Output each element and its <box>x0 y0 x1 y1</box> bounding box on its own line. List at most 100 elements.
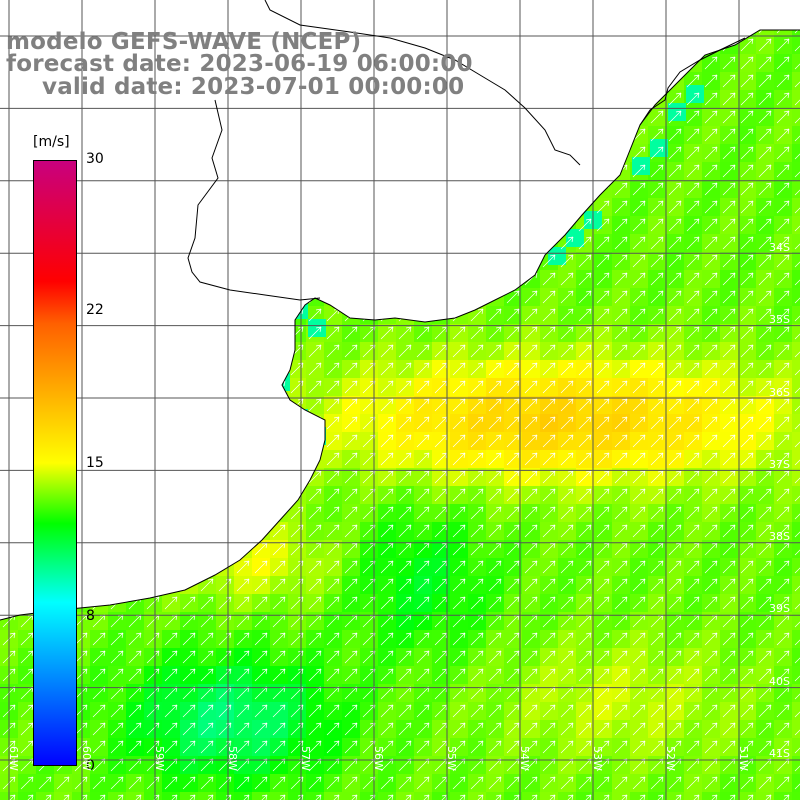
wind-arrow <box>200 722 214 736</box>
wind-arrow <box>470 704 484 718</box>
wind-arrow <box>686 578 700 592</box>
wind-arrow <box>614 182 628 196</box>
wind-arrow <box>164 650 178 664</box>
wind-arrow <box>578 236 592 250</box>
wind-arrow <box>794 261 800 268</box>
wind-arrow <box>596 272 610 286</box>
wind-arrow <box>614 434 628 448</box>
wind-arrow <box>524 488 538 502</box>
colorbar-tick-8: 8 <box>86 608 95 624</box>
wind-arrow <box>578 488 592 502</box>
wind-arrow <box>164 632 178 646</box>
wind-arrow <box>279 794 286 800</box>
wind-arrow <box>776 470 790 484</box>
wind-arrow <box>776 182 790 196</box>
wind-arrow <box>794 657 800 664</box>
wind-arrow <box>668 308 682 322</box>
wind-arrow <box>542 704 556 718</box>
wind-arrow <box>704 308 718 322</box>
wind-arrow <box>344 704 358 718</box>
wind-arrow <box>344 344 358 358</box>
lat-label-37s: 37S <box>769 458 790 471</box>
wind-arrow <box>740 452 754 466</box>
wind-arrow <box>20 722 34 736</box>
wind-arrow <box>603 794 610 800</box>
wind-arrow <box>344 578 358 592</box>
wind-arrow <box>254 560 268 574</box>
wind-arrow <box>740 128 754 142</box>
wind-arrow <box>578 254 592 268</box>
wind-arrow <box>686 434 700 448</box>
wind-arrow <box>722 740 736 754</box>
wind-arrow <box>326 488 340 502</box>
wind-arrow <box>686 632 700 646</box>
field-cell <box>162 792 180 800</box>
wind-arrow <box>117 794 124 800</box>
wind-arrow <box>776 290 790 304</box>
wind-arrow <box>722 452 736 466</box>
lon-label-53w: 53W <box>591 746 604 771</box>
wind-arrow <box>704 398 718 412</box>
wind-arrow <box>344 434 358 448</box>
wind-arrow <box>776 776 790 790</box>
wind-arrow <box>542 560 556 574</box>
wind-arrow <box>524 290 538 304</box>
wind-arrow <box>110 722 124 736</box>
wind-arrow <box>380 650 394 664</box>
wind-arrow <box>128 776 142 790</box>
wind-arrow <box>326 524 340 538</box>
wind-arrow <box>794 63 800 70</box>
wind-arrow <box>567 794 574 800</box>
wind-arrow <box>452 362 466 376</box>
wind-arrow <box>470 740 484 754</box>
wind-arrow <box>776 56 790 70</box>
wind-arrow <box>110 650 124 664</box>
wind-arrow <box>596 506 610 520</box>
field-cell <box>792 162 800 180</box>
wind-arrow <box>747 794 754 800</box>
wind-arrow <box>254 668 268 682</box>
wind-arrow <box>416 740 430 754</box>
wind-arrow <box>380 488 394 502</box>
wind-arrow <box>56 776 70 790</box>
wind-arrow <box>452 722 466 736</box>
wind-arrow <box>686 650 700 664</box>
lat-label-38s: 38S <box>769 530 790 543</box>
wind-arrow <box>668 254 682 268</box>
wind-arrow <box>578 272 592 286</box>
wind-arrow <box>650 164 664 178</box>
wind-arrow <box>470 506 484 520</box>
land-mask <box>0 0 800 620</box>
wind-arrow <box>560 398 574 412</box>
wind-arrow <box>632 326 646 340</box>
wind-arrow <box>776 596 790 610</box>
wind-arrow <box>524 632 538 646</box>
wind-arrow <box>758 128 772 142</box>
wind-arrow <box>326 416 340 430</box>
field-cell <box>792 594 800 612</box>
field-cell <box>792 756 800 774</box>
wind-arrow <box>344 416 358 430</box>
field-cell <box>792 612 800 630</box>
lat-label-36s: 36S <box>769 386 790 399</box>
wind-arrow <box>632 398 646 412</box>
wind-arrow <box>470 326 484 340</box>
wind-arrow <box>308 578 322 592</box>
wind-arrow <box>416 560 430 574</box>
wind-arrow <box>704 128 718 142</box>
wind-arrow <box>729 794 736 800</box>
wind-arrow <box>254 704 268 718</box>
wind-arrow <box>668 434 682 448</box>
wind-arrow <box>776 38 790 52</box>
wind-arrow <box>740 110 754 124</box>
wind-arrow <box>398 506 412 520</box>
wind-arrow <box>704 740 718 754</box>
wind-arrow <box>794 27 800 34</box>
field-cell <box>630 792 648 800</box>
wind-arrow <box>704 452 718 466</box>
wind-arrow <box>783 794 790 800</box>
wind-arrow <box>650 254 664 268</box>
wind-arrow <box>380 740 394 754</box>
